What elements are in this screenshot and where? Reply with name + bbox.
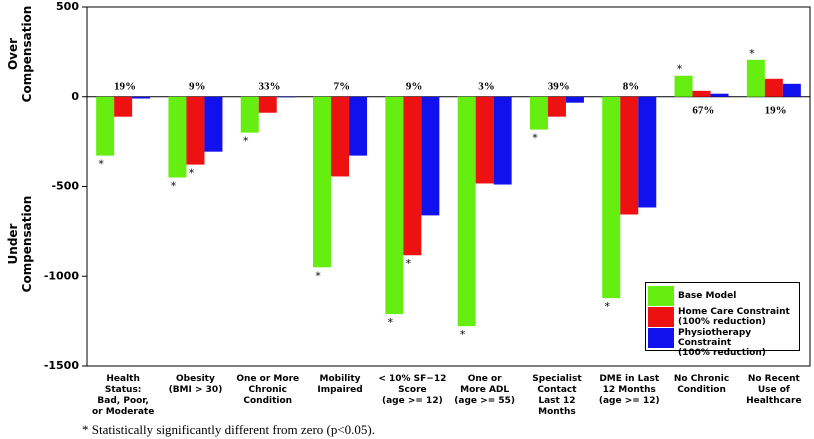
significance-marker: *: [605, 300, 611, 313]
percent-label: 19%: [114, 80, 136, 92]
significance-marker: *: [532, 132, 538, 145]
bar: [114, 96, 133, 117]
bar: [764, 78, 783, 97]
significance-marker: *: [460, 328, 466, 341]
significance-marker: *: [749, 47, 755, 60]
significance-marker: *: [243, 135, 249, 148]
legend-swatch: [648, 286, 674, 306]
x-tick-label: Specialist Contact Last 12 Months: [532, 374, 582, 417]
x-tick-label: Obesity (BMI > 30): [168, 374, 223, 395]
y-tick-label: -500: [51, 180, 79, 193]
percent-label: 39%: [548, 80, 570, 92]
legend: Base Model Home Care Constraint (100% red…: [645, 282, 800, 358]
bar: [258, 96, 277, 113]
percent-label: 33%: [259, 80, 281, 92]
legend-swatch: [648, 328, 674, 348]
bar: [602, 96, 621, 299]
bar: [349, 96, 368, 156]
bar: [186, 96, 205, 165]
y-tick-label: 0: [71, 90, 79, 103]
bar: [746, 59, 765, 97]
bar: [421, 96, 440, 216]
bar: [313, 96, 332, 268]
y-tick-label: -1000: [44, 269, 80, 282]
bar: [132, 96, 151, 99]
significance-marker: *: [98, 158, 104, 171]
bar: [674, 75, 693, 97]
percent-label: 19%: [765, 104, 787, 116]
bar: [331, 96, 350, 177]
percent-label: 9%: [406, 80, 423, 92]
significance-marker: *: [189, 167, 195, 180]
percent-label: 9%: [189, 80, 206, 92]
bar: [638, 96, 657, 208]
y-tick-label: -1500: [44, 359, 80, 372]
x-tick-label: DME in Last 12 Months (age >= 12): [598, 374, 660, 406]
percent-label: 67%: [692, 104, 714, 116]
legend-label: Base Model: [678, 291, 737, 301]
x-tick-label: One or More ADL (age >= 55): [454, 374, 516, 406]
bar: [457, 96, 476, 327]
significance-marker: *: [406, 257, 412, 270]
significance-marker: *: [315, 269, 321, 282]
y-axis-label: Over Compensation: [6, 5, 34, 103]
legend-label: Home Care Constraint (100% reduction): [678, 307, 790, 327]
bar: [782, 83, 801, 97]
bar: [204, 96, 223, 152]
y-axis-label: Under Compensation: [6, 195, 34, 293]
bar: [565, 96, 584, 103]
bar: [692, 90, 711, 97]
bar: [529, 96, 548, 130]
x-tick-label: One or More Chronic Condition: [236, 374, 300, 406]
x-tick-label: No Chronic Condition: [673, 374, 730, 395]
bar: [475, 96, 494, 184]
y-tick-label: 500: [56, 0, 79, 13]
x-tick-label: Health Status: Bad, Poor, or Moderate: [91, 374, 155, 417]
bar: [96, 96, 115, 156]
percent-label: 3%: [478, 80, 495, 92]
bar: [168, 96, 187, 178]
bar: [547, 96, 566, 117]
significance-marker: *: [388, 316, 394, 329]
bar: [385, 96, 404, 315]
significance-marker: *: [171, 180, 177, 193]
x-tick-label: < 10% SF−12 Score (age >= 12): [378, 374, 447, 406]
bar: [240, 96, 259, 133]
bar: [493, 96, 512, 185]
percent-label: 8%: [623, 80, 640, 92]
bar: [276, 96, 295, 98]
x-tick-label: Mobility Impaired: [317, 374, 363, 395]
legend-swatch: [648, 307, 674, 327]
legend-label: Physiotherapy Constraint (100% reduction…: [678, 328, 766, 358]
percent-label: 7%: [334, 80, 351, 92]
bar: [620, 96, 639, 215]
bar: [403, 96, 422, 256]
x-tick-label: No Recent Use of Healthcare: [746, 374, 802, 406]
significance-marker: *: [677, 63, 683, 76]
bar: [710, 93, 729, 97]
footnote: * Statistically significantly different …: [82, 422, 376, 437]
